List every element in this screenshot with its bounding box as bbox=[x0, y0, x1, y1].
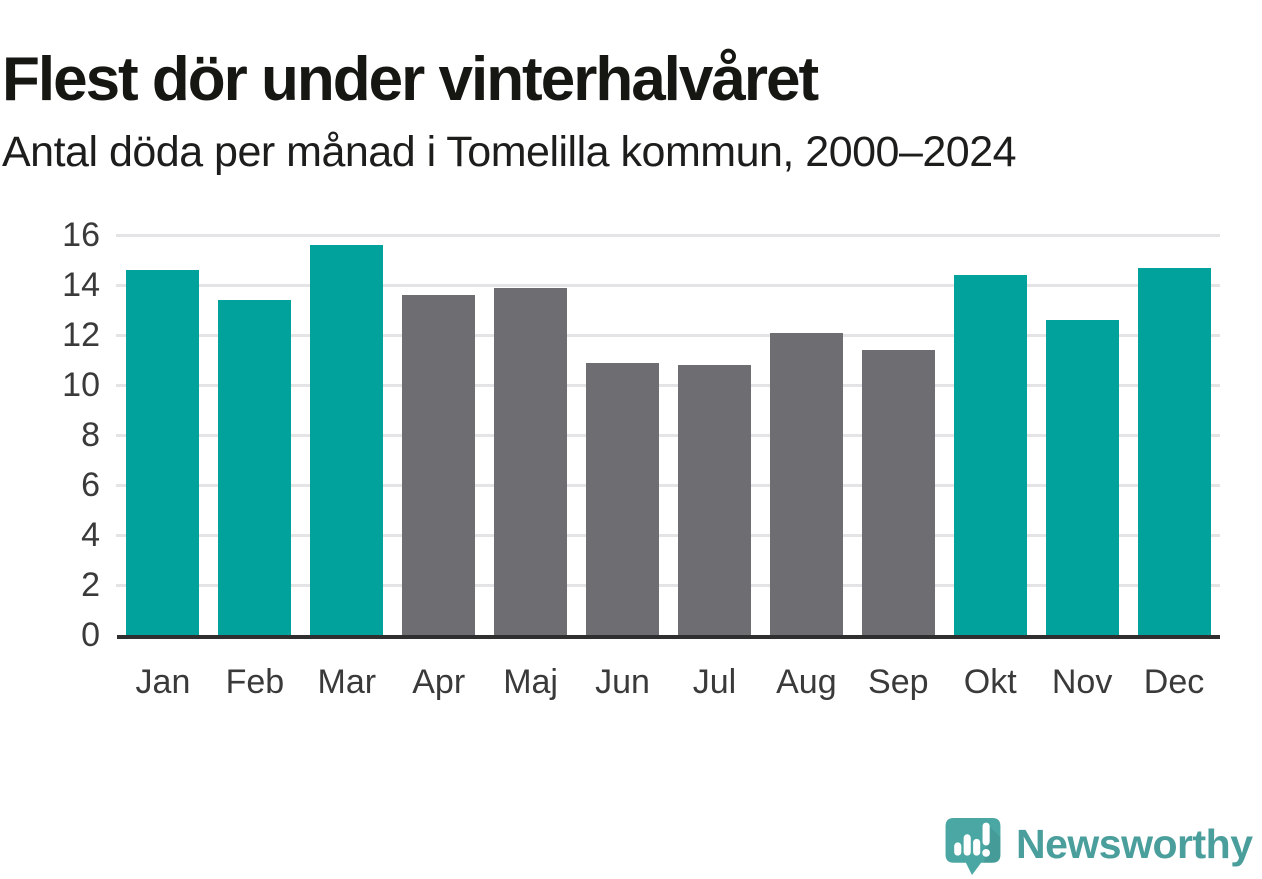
x-tick-label: Maj bbox=[503, 663, 558, 701]
bar-feb bbox=[218, 300, 292, 635]
chart-subtitle: Antal döda per månad i Tomelilla kommun,… bbox=[2, 128, 1017, 176]
x-tick-label: Mar bbox=[317, 663, 377, 701]
x-tick-label: Dec bbox=[1143, 663, 1205, 701]
y-tick-label: 4 bbox=[81, 516, 100, 554]
y-tick-label: 14 bbox=[62, 266, 100, 304]
y-tick-label: 16 bbox=[62, 216, 100, 254]
bar-maj bbox=[494, 287, 568, 635]
newsworthy-logo-text: Newsworthy bbox=[1016, 821, 1253, 867]
y-tick-label: 10 bbox=[62, 366, 100, 404]
y-tick-label: 12 bbox=[62, 316, 100, 354]
y-tick-label: 6 bbox=[81, 466, 100, 504]
bar-sep bbox=[861, 350, 935, 635]
chart-title: Flest dör under vinterhalvåret bbox=[2, 44, 819, 114]
x-tick-label: Feb bbox=[225, 663, 285, 701]
bar-aug bbox=[769, 332, 843, 635]
x-tick-label: Nov bbox=[1051, 663, 1113, 701]
gridline bbox=[116, 384, 1220, 387]
bar-dec bbox=[1137, 267, 1211, 635]
gridline bbox=[116, 334, 1220, 337]
x-tick-label: Okt bbox=[963, 663, 1017, 701]
gridline bbox=[116, 484, 1220, 487]
bar-jun bbox=[586, 362, 660, 635]
newsworthy-logo-icon bbox=[945, 818, 1001, 875]
bar-chart: 0 2 4 6 8 10 12 14 16 Jan Feb Mar Apr Maj Jun Jul Aug Sep… bbox=[0, 216, 1262, 740]
bar-mar bbox=[310, 245, 384, 635]
gridline bbox=[116, 534, 1220, 537]
plot-area bbox=[116, 234, 1220, 639]
bar-jan bbox=[126, 270, 200, 635]
y-tick-label: 0 bbox=[81, 616, 100, 654]
bar-jul bbox=[677, 365, 751, 635]
x-tick-label: Jan bbox=[135, 663, 191, 701]
y-tick-label: 2 bbox=[81, 566, 100, 604]
gridline bbox=[116, 584, 1220, 587]
x-tick-label: Apr bbox=[412, 663, 466, 701]
x-tick-label: Jun bbox=[595, 663, 650, 701]
x-tick-label: Sep bbox=[868, 663, 929, 701]
y-tick-label: 8 bbox=[81, 416, 100, 454]
gridline bbox=[116, 284, 1220, 287]
x-tick-label: Aug bbox=[776, 663, 837, 701]
gridline bbox=[116, 234, 1220, 237]
bar-okt bbox=[953, 275, 1027, 635]
x-tick-label: Jul bbox=[692, 663, 737, 701]
gridline bbox=[116, 434, 1220, 437]
newsworthy-logo: Newsworthy bbox=[943, 816, 1253, 877]
bar-apr bbox=[402, 295, 476, 635]
bar-nov bbox=[1045, 320, 1119, 635]
